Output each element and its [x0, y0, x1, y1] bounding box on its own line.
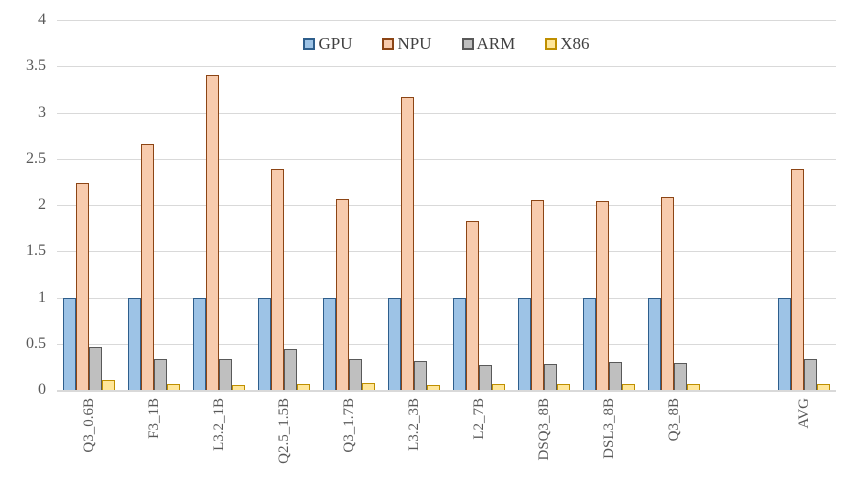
bar-arm-Q3_1.7B: [349, 358, 363, 390]
bar-npu-L2_7B: [465, 220, 479, 390]
x-axis-label-DSL3_8B: DSL3_8B: [600, 398, 617, 459]
bar-gpu-Q3_8B: [647, 297, 661, 390]
y-axis-tick-label: 2.5: [26, 149, 46, 167]
bar-group-empty: [706, 20, 771, 390]
bar-group-Q2.5_1.5B: [252, 20, 317, 390]
legend-swatch-x86: [545, 38, 558, 50]
gridline-y-3.5: [57, 66, 836, 68]
bar-gpu-DSL3_8B: [582, 297, 596, 390]
gridline-y-4: [57, 20, 836, 21]
legend-swatch-npu: [382, 38, 395, 50]
bar-x86-F3_1B: [167, 383, 181, 390]
bar-npu-Q2.5_1.5B: [271, 168, 285, 390]
legend-item-gpu: GPU: [303, 34, 352, 54]
bar-group-DSL3_8B: [576, 20, 641, 390]
bar-gpu-F3_1B: [128, 297, 142, 390]
bar-npu-Q3_1.7B: [336, 198, 350, 390]
gridline-y-1: [57, 297, 836, 299]
y-axis-tick-label: 2: [38, 196, 46, 213]
gridline-y-0.5: [57, 343, 836, 345]
bar-arm-Q3_8B: [673, 363, 687, 390]
bar-gpu-DSQ3_8B: [517, 297, 531, 390]
y-axis-tick-label: 1.5: [26, 242, 46, 260]
bar-x86-Q3_0.6B: [102, 379, 116, 390]
bar-npu-L3.2_3B: [401, 96, 415, 390]
bar-arm-F3_1B: [154, 358, 168, 390]
bar-arm-L2_7B: [478, 365, 492, 390]
bar-x86-L3.2_3B: [427, 385, 441, 390]
plot-area: [57, 20, 836, 392]
bar-npu-AVG: [790, 168, 804, 390]
legend-label: X86: [560, 34, 590, 53]
y-axis-tick-label: 1: [38, 288, 46, 306]
bar-arm-DSQ3_8B: [543, 364, 557, 390]
legend-swatch-arm: [461, 38, 474, 50]
bar-x86-L3.2_1B: [232, 385, 246, 390]
bar-npu-DSL3_8B: [595, 201, 609, 390]
legend-item-arm: ARM: [461, 34, 516, 54]
bar-gpu-L2_7B: [452, 297, 466, 390]
bar-group-Q3_8B: [641, 20, 706, 390]
bar-group-Q3_0.6B: [57, 20, 122, 390]
chart-legend: GPU NPU ARM X86: [57, 34, 836, 54]
x-axis-label-L3.2_3B: L3.2_3B: [406, 398, 423, 451]
bar-group-Q3_1.7B: [317, 20, 382, 390]
x-axis-label-F3_1B: F3_1B: [146, 398, 163, 439]
legend-item-x86: X86: [545, 34, 590, 54]
bar-arm-DSL3_8B: [608, 362, 622, 390]
legend-swatch-gpu: [303, 38, 316, 50]
gridline-y-2: [57, 205, 836, 206]
bar-gpu-L3.2_3B: [388, 297, 402, 390]
bar-npu-F3_1B: [141, 143, 155, 390]
x-axis-label-DSQ3_8B: DSQ3_8B: [535, 398, 552, 461]
bar-x86-AVG: [816, 383, 830, 390]
bar-group-L3.2_3B: [382, 20, 447, 390]
gridline-y-2.5: [57, 158, 836, 160]
bar-npu-DSQ3_8B: [530, 200, 544, 390]
y-axis-tick-label: 4: [38, 11, 46, 28]
bar-x86-Q2.5_1.5B: [297, 383, 311, 390]
bar-arm-Q3_0.6B: [89, 347, 103, 390]
bar-arm-L3.2_1B: [219, 358, 233, 390]
bar-x86-Q3_8B: [686, 384, 700, 390]
bar-npu-Q3_8B: [660, 196, 674, 390]
x-axis-label-Q3_8B: Q3_8B: [665, 398, 682, 442]
bar-x86-DSQ3_8B: [556, 384, 570, 390]
legend-label: ARM: [476, 34, 516, 53]
y-axis-tick-label: 3.5: [26, 57, 46, 75]
bar-group-AVG: [771, 20, 836, 390]
y-axis-tick-label: 3: [38, 103, 46, 121]
x-axis-label-L3.2_1B: L3.2_1B: [211, 398, 228, 451]
bar-gpu-Q3_1.7B: [323, 297, 337, 390]
y-axis-tick-label: 0: [38, 381, 46, 398]
legend-label: GPU: [318, 34, 353, 53]
legend-label: NPU: [397, 34, 432, 53]
bar-x86-L2_7B: [491, 384, 505, 390]
x-axis-label-AVG: AVG: [795, 398, 812, 429]
x-axis-label-Q2.5_1.5B: Q2.5_1.5B: [276, 398, 293, 464]
bar-arm-L3.2_3B: [414, 361, 428, 390]
bar-npu-Q3_0.6B: [76, 182, 90, 390]
bar-arm-Q2.5_1.5B: [284, 349, 298, 390]
bar-group-L2_7B: [447, 20, 512, 390]
bar-group-F3_1B: [122, 20, 187, 390]
bar-arm-AVG: [803, 359, 817, 390]
bar-gpu-L3.2_1B: [193, 297, 207, 390]
x-axis-label-Q3_1.7B: Q3_1.7B: [341, 398, 358, 453]
gridline-y-1.5: [57, 251, 836, 253]
y-axis-tick-label: 0.5: [26, 334, 46, 352]
legend-item-npu: NPU: [382, 34, 432, 54]
x-axis-label-Q3_0.6B: Q3_0.6B: [81, 398, 98, 453]
x-axis-label-L2_7B: L2_7B: [470, 398, 487, 440]
bar-npu-L3.2_1B: [206, 74, 220, 390]
bar-gpu-Q2.5_1.5B: [258, 297, 272, 390]
bar-gpu-AVG: [777, 297, 791, 390]
gridline-y-3: [57, 112, 836, 114]
bar-x86-Q3_1.7B: [362, 382, 376, 390]
bar-gpu-Q3_0.6B: [63, 297, 77, 390]
bar-x86-DSL3_8B: [621, 384, 635, 390]
bar-group-L3.2_1B: [187, 20, 252, 390]
bar-group-DSQ3_8B: [511, 20, 576, 390]
